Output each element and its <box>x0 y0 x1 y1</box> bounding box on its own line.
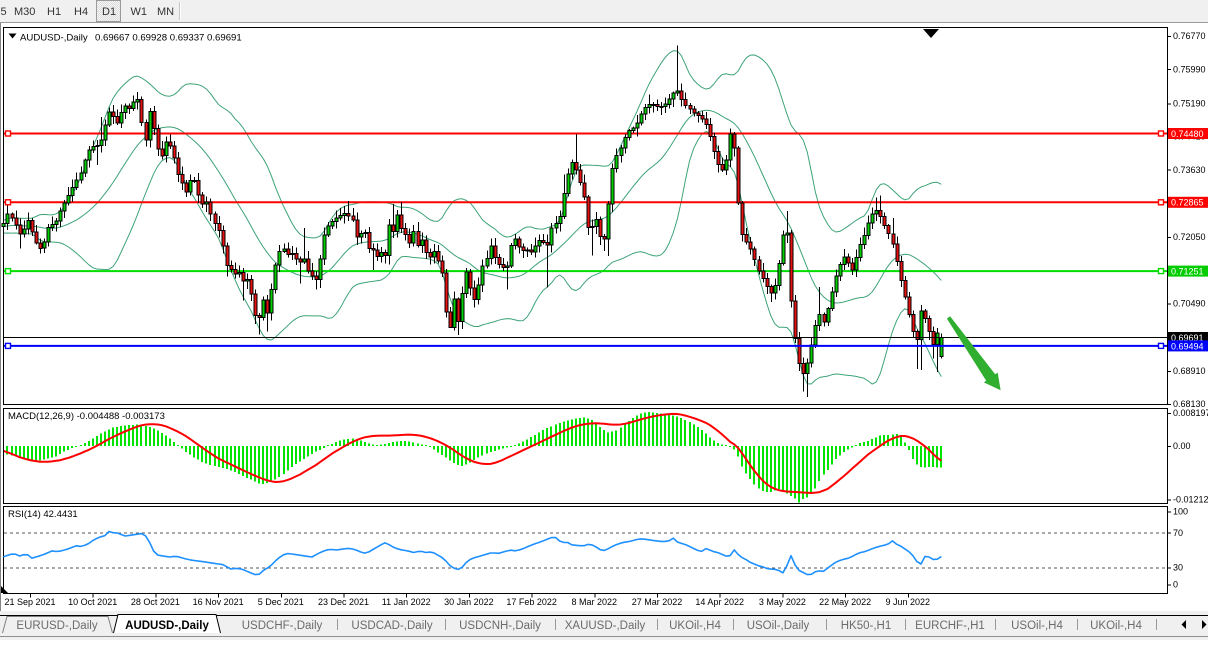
svg-text:0.69691: 0.69691 <box>1171 333 1204 343</box>
svg-text:14 Apr 2022: 14 Apr 2022 <box>695 597 744 607</box>
svg-text:H1: H1 <box>47 6 61 18</box>
svg-text:0.72050: 0.72050 <box>1173 232 1206 242</box>
svg-text:EURUSD-,Daily: EURUSD-,Daily <box>16 620 97 632</box>
svg-text:-0.012123: -0.012123 <box>1173 495 1208 505</box>
svg-text:UKOil-,H4: UKOil-,H4 <box>669 620 721 632</box>
svg-text:XAUUSD-,Daily: XAUUSD-,Daily <box>565 620 646 632</box>
svg-text:RSI(14) 42.4431: RSI(14) 42.4431 <box>8 509 78 520</box>
svg-text:HK50-,H1: HK50-,H1 <box>841 620 892 632</box>
svg-text:USDCNH-,Daily: USDCNH-,Daily <box>459 620 541 632</box>
svg-text:28 Oct 2021: 28 Oct 2021 <box>131 597 180 607</box>
svg-text:22 May 2022: 22 May 2022 <box>819 597 871 607</box>
svg-text:21 Sep 2021: 21 Sep 2021 <box>4 597 55 607</box>
svg-text:0.00: 0.00 <box>1173 441 1191 451</box>
svg-text:0.74480: 0.74480 <box>1171 129 1204 139</box>
svg-text:0.008197: 0.008197 <box>1173 408 1208 418</box>
svg-text:W1: W1 <box>131 6 148 18</box>
svg-text:USDCAD-,Daily: USDCAD-,Daily <box>351 620 432 632</box>
svg-text:5: 5 <box>1 6 7 18</box>
svg-text:11 Jan 2022: 11 Jan 2022 <box>382 597 431 607</box>
svg-text:5 Dec 2021: 5 Dec 2021 <box>258 597 304 607</box>
svg-text:30 Jan 2022: 30 Jan 2022 <box>444 597 494 607</box>
svg-text:3 May 2022: 3 May 2022 <box>759 597 806 607</box>
svg-text:0.70490: 0.70490 <box>1173 299 1206 309</box>
svg-text:AUDUSD-,Daily: AUDUSD-,Daily <box>20 33 88 44</box>
svg-text:UKOil-,H4: UKOil-,H4 <box>1090 620 1142 632</box>
svg-text:D1: D1 <box>102 6 116 18</box>
svg-text:0.73630: 0.73630 <box>1173 165 1206 175</box>
svg-text:70: 70 <box>1173 528 1183 538</box>
svg-text:9 Jun 2022: 9 Jun 2022 <box>886 597 931 607</box>
svg-text:100: 100 <box>1173 507 1188 517</box>
svg-text:USOil-,H4: USOil-,H4 <box>1011 620 1063 632</box>
svg-text:H4: H4 <box>74 6 88 18</box>
svg-text:0.75990: 0.75990 <box>1173 64 1206 74</box>
svg-text:USOil-,Daily: USOil-,Daily <box>747 620 810 632</box>
svg-text:10 Oct 2021: 10 Oct 2021 <box>68 597 117 607</box>
svg-text:M30: M30 <box>14 6 35 18</box>
svg-text:MACD(12,26,9) -0.004488 -0.003: MACD(12,26,9) -0.004488 -0.003173 <box>8 411 165 422</box>
svg-text:0: 0 <box>1173 580 1178 590</box>
svg-text:16 Nov 2021: 16 Nov 2021 <box>193 597 244 607</box>
svg-text:0.68910: 0.68910 <box>1173 366 1206 376</box>
svg-text:0.69494: 0.69494 <box>1171 341 1204 351</box>
svg-text:USDCHF-,Daily: USDCHF-,Daily <box>242 620 323 632</box>
svg-text:MN: MN <box>157 6 174 18</box>
svg-text:0.75190: 0.75190 <box>1173 99 1206 109</box>
svg-text:0.76770: 0.76770 <box>1173 31 1206 41</box>
svg-text:30: 30 <box>1173 563 1183 573</box>
svg-text:0.71251: 0.71251 <box>1171 267 1204 277</box>
svg-text:17 Feb 2022: 17 Feb 2022 <box>506 597 557 607</box>
svg-text:8 Mar 2022: 8 Mar 2022 <box>572 597 618 607</box>
svg-text:0.72865: 0.72865 <box>1171 198 1204 208</box>
svg-text:27 Mar 2022: 27 Mar 2022 <box>632 597 683 607</box>
svg-text:AUDUSD-,Daily: AUDUSD-,Daily <box>125 620 209 632</box>
svg-text:0.68130: 0.68130 <box>1173 399 1206 409</box>
svg-text:0.69667 0.69928 0.69337 0.6969: 0.69667 0.69928 0.69337 0.69691 <box>95 33 242 44</box>
svg-text:23 Dec 2021: 23 Dec 2021 <box>318 597 369 607</box>
svg-text:EURCHF-,H1: EURCHF-,H1 <box>915 620 985 632</box>
